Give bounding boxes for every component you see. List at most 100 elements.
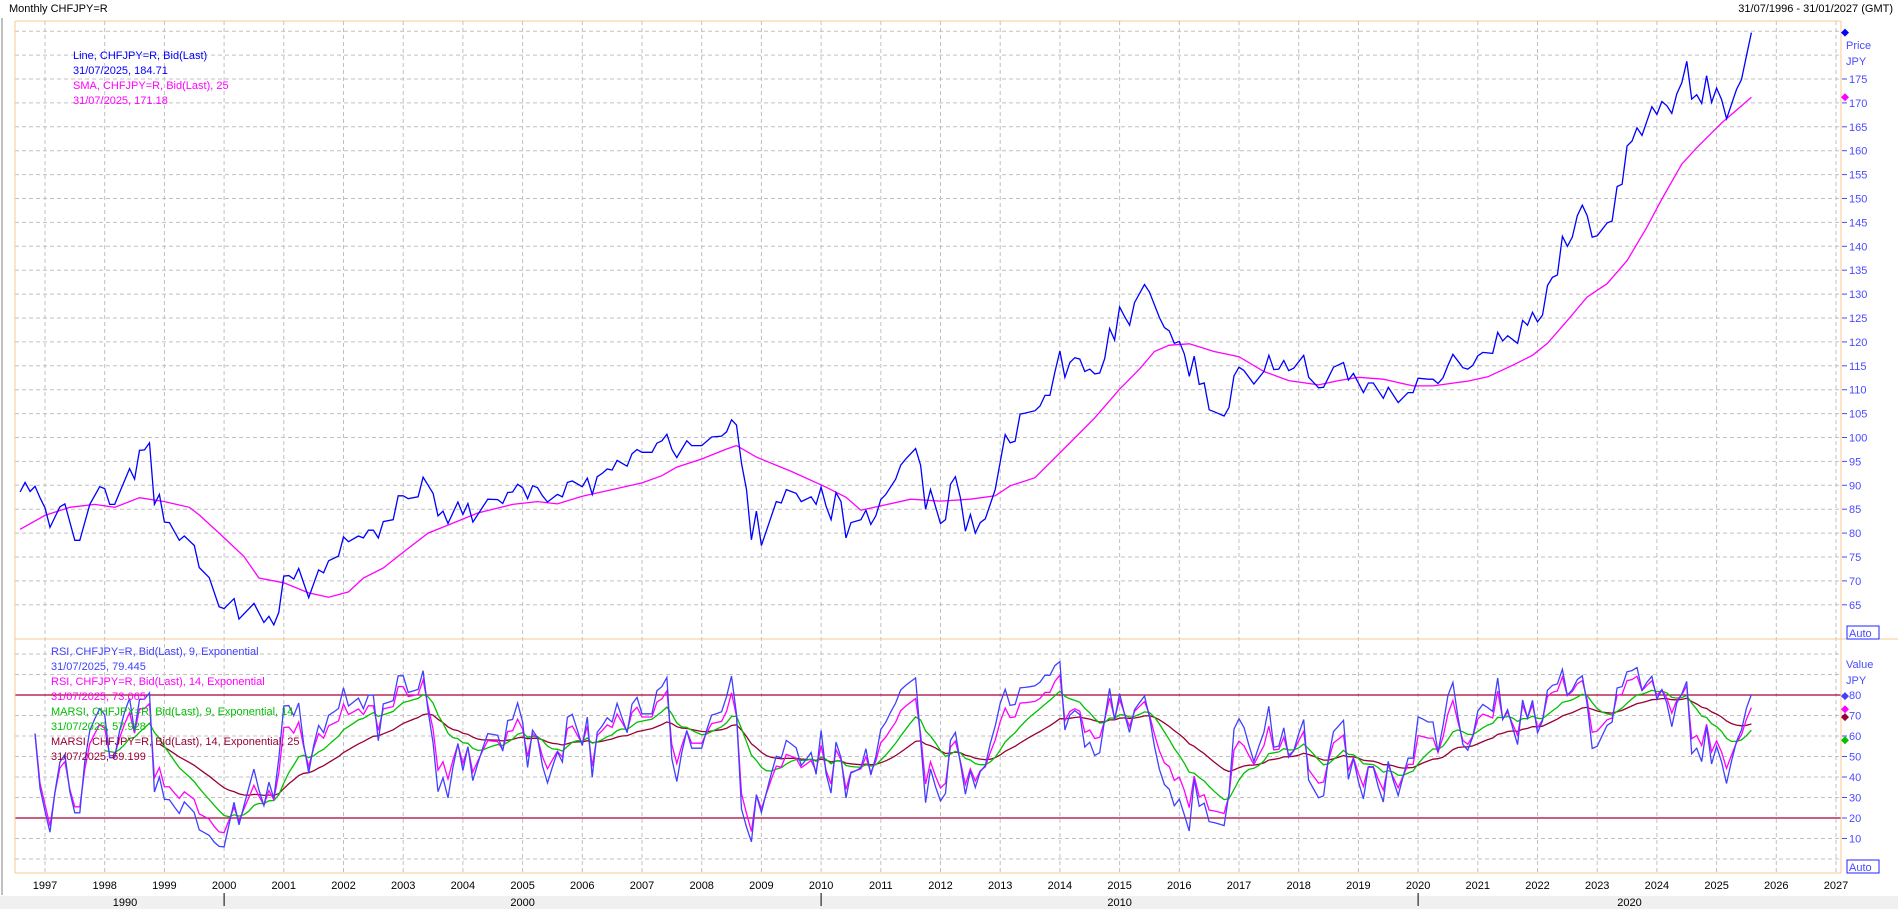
rsi-legend-line-3: RSI, CHFJPY=R, Bid(Last), 14, Exponentia…	[51, 676, 265, 688]
price-tick-label: 115	[1849, 361, 1867, 373]
x-tick-label: 2022	[1525, 880, 1549, 892]
price-tick-label: 80	[1849, 528, 1861, 540]
price-tick-label: 135	[1849, 265, 1867, 277]
rsi-tick-label: 60	[1849, 731, 1861, 743]
price-tick-label: 125	[1849, 313, 1867, 325]
marsi-9-line	[104, 689, 1752, 818]
price-tick-label: 175	[1849, 74, 1867, 86]
plot-marks	[15, 32, 1841, 848]
price-tick-label: 140	[1849, 241, 1867, 253]
rsi-legend: RSI, CHFJPY=R, Bid(Last), 9, Exponential…	[51, 646, 300, 763]
price-tick-label: 75	[1849, 552, 1861, 564]
price-legend-line-1: Line, CHFJPY=R, Bid(Last)	[73, 50, 207, 62]
price-legend-line-2: 31/07/2025, 184.71	[73, 65, 168, 77]
x-tick-label: 2015	[1107, 880, 1131, 892]
price-tick-label: 85	[1849, 504, 1861, 516]
rsi-tick-label: 30	[1849, 793, 1861, 805]
x-tick-label: 2024	[1645, 880, 1669, 892]
x-tick-label: 2013	[988, 880, 1012, 892]
price-tick-label: 100	[1849, 433, 1867, 445]
x-tick-label: 2005	[510, 880, 534, 892]
price-auto-button[interactable]: Auto	[1846, 625, 1880, 640]
rsi-tick-label: 70	[1849, 711, 1861, 723]
rsi-9-last-marker	[1841, 692, 1849, 701]
bottom-strip	[0, 896, 1898, 909]
x-tick-label: 2019	[1346, 880, 1370, 892]
rsi-auto-button[interactable]: Auto	[1846, 859, 1880, 874]
rsi-14-last-marker	[1841, 705, 1849, 714]
rsi-axis-unit: JPY	[1846, 675, 1867, 687]
x-tick-label: 2016	[1167, 880, 1191, 892]
rsi-legend-line-4: 31/07/2025, 73.065	[51, 691, 146, 703]
price-legend-line-4: 31/07/2025, 171.18	[73, 95, 168, 107]
rsi-auto-box[interactable]	[1846, 859, 1880, 874]
rsi-legend-line-6: 31/07/2025, 57.928	[51, 721, 146, 733]
rsi-axis-title: Value	[1846, 659, 1873, 671]
x-tick-label: 2011	[869, 880, 893, 892]
sma-line	[19, 96, 1752, 598]
marsi-14-line	[159, 697, 1752, 797]
price-tick-label: 105	[1849, 409, 1867, 421]
x-tick-label: 1998	[92, 880, 116, 892]
price-tick-label: 170	[1849, 98, 1867, 110]
decade-label: 1990	[113, 897, 137, 909]
rsi-tick-label: 50	[1849, 752, 1861, 764]
price-tick-label: 120	[1849, 337, 1867, 349]
price-tick-label: 95	[1849, 456, 1861, 468]
axes: 1997 1998 1999 2000 2001 2002 2003 2004 2005 2006…	[33, 28, 1867, 909]
chart-title: Monthly CHFJPY=R	[9, 3, 108, 15]
price-tick-label: 90	[1849, 480, 1861, 492]
x-tick-label: 2007	[630, 880, 654, 892]
x-tick-label: 2014	[1048, 880, 1072, 892]
x-tick-label: 2008	[689, 880, 713, 892]
rsi-legend-line-1: RSI, CHFJPY=R, Bid(Last), 9, Exponential	[51, 646, 259, 658]
price-tick-label: 155	[1849, 170, 1867, 182]
x-tick-label: 2020	[1406, 880, 1430, 892]
price-tick-label: 145	[1849, 217, 1867, 229]
rsi-legend-line-7: MARSI, CHFJPY=R, Bid(Last), 14, Exponent…	[51, 736, 300, 748]
price-tick-label: 150	[1849, 194, 1867, 206]
x-tick-label: 1997	[33, 880, 57, 892]
price-tick-label: 110	[1849, 385, 1867, 397]
price-last-marker	[1841, 28, 1849, 37]
rsi-9-line	[34, 660, 1753, 848]
decade-label: 2020	[1617, 897, 1641, 909]
price-auto-label[interactable]: Auto	[1849, 628, 1872, 640]
rsi-tick-label: 10	[1849, 834, 1861, 846]
marsi-14-last-marker	[1841, 713, 1849, 722]
price-legend: Line, CHFJPY=R, Bid(Last) 31/07/2025, 18…	[73, 50, 229, 107]
x-tick-label: 2003	[391, 880, 415, 892]
rsi-legend-line-5: MARSI, CHFJPY=R, Bid(Last), 9, Exponenti…	[51, 706, 293, 718]
x-tick-label: 1999	[152, 880, 176, 892]
x-tick-label: 2002	[331, 880, 355, 892]
x-tick-label: 2001	[272, 880, 296, 892]
rsi-auto-label[interactable]: Auto	[1849, 862, 1872, 874]
price-axis-title: Price	[1846, 40, 1871, 52]
sma-last-marker	[1841, 93, 1849, 102]
date-range: 31/07/1996 - 31/01/2027 (GMT)	[1738, 3, 1893, 15]
x-tick-label: 2027	[1824, 880, 1848, 892]
panel-frames	[14, 20, 1898, 874]
price-tick-label: 130	[1849, 289, 1867, 301]
x-tick-label: 2017	[1227, 880, 1251, 892]
price-legend-line-3: SMA, CHFJPY=R, Bid(Last), 25	[73, 80, 229, 92]
price-auto-box[interactable]	[1846, 625, 1880, 640]
x-tick-label: 2009	[749, 880, 773, 892]
x-tick-label: 2026	[1764, 880, 1788, 892]
x-tick-label: 2023	[1585, 880, 1609, 892]
price-tick-label: 70	[1849, 576, 1861, 588]
rsi-tick-label: 80	[1849, 690, 1861, 702]
price-axis-unit: JPY	[1846, 56, 1867, 68]
marsi-9-last-marker	[1841, 736, 1849, 745]
decade-label: 2010	[1107, 897, 1131, 909]
rsi-14-line	[34, 673, 1752, 834]
price-tick-label: 165	[1849, 122, 1867, 134]
rsi-tick-label: 40	[1849, 772, 1861, 784]
price-tick-label: 65	[1849, 600, 1861, 612]
rsi-legend-line-2: 31/07/2025, 79.445	[51, 661, 146, 673]
x-tick-label: 2012	[928, 880, 952, 892]
grid	[15, 21, 1841, 873]
x-tick-label: 2025	[1704, 880, 1728, 892]
